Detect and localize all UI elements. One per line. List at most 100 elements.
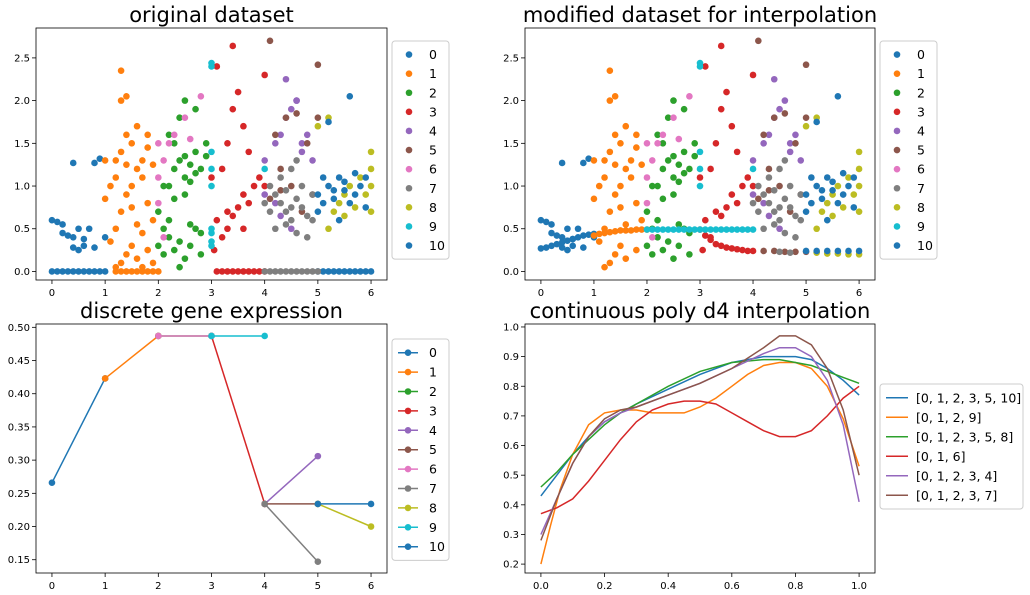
legend-marker	[405, 165, 413, 173]
data-point	[702, 216, 709, 224]
data-point	[245, 199, 253, 207]
data-point	[367, 523, 375, 530]
data-point	[303, 212, 311, 220]
data-point	[330, 195, 338, 203]
data-point	[675, 161, 683, 168]
data-point	[186, 221, 194, 228]
legend-marker	[405, 146, 413, 154]
data-point	[686, 251, 693, 258]
data-point	[261, 199, 268, 207]
data-point	[181, 152, 189, 160]
data-point	[601, 174, 608, 181]
legend-marker	[893, 127, 901, 135]
legend-label: [0, 1, 2, 3, 5, 10]	[916, 390, 1021, 405]
data-point	[149, 216, 157, 224]
legend-label: [0, 1, 2, 3, 5, 8]	[916, 429, 1013, 444]
data-point	[648, 233, 656, 241]
legend-marker	[405, 223, 413, 230]
y-tick-label: 0.2	[503, 560, 519, 571]
data-point	[160, 225, 167, 233]
data-point	[659, 246, 667, 254]
data-point	[702, 232, 709, 239]
x-tick-label: 3	[208, 288, 214, 299]
data-point	[723, 88, 730, 96]
data-point	[282, 268, 290, 275]
y-tick-label: 1.5	[14, 139, 30, 150]
data-point	[293, 157, 300, 164]
data-point	[696, 182, 704, 190]
data-point	[91, 244, 98, 251]
data-point	[298, 268, 306, 275]
series-2	[155, 97, 210, 271]
data-point	[611, 93, 619, 100]
data-point	[309, 268, 316, 275]
data-point	[702, 226, 709, 233]
data-point	[351, 268, 359, 275]
data-point	[117, 67, 125, 75]
data-point	[325, 225, 332, 233]
data-point	[367, 182, 375, 190]
data-point	[585, 231, 592, 239]
data-point	[786, 204, 794, 211]
data-point	[117, 208, 125, 215]
x-tick-label: 0.6	[724, 581, 740, 592]
data-point	[590, 232, 598, 239]
data-point	[580, 244, 587, 251]
data-point	[202, 152, 210, 160]
data-point	[622, 255, 630, 262]
y-tick-label: 2.0	[503, 96, 519, 107]
x-tick-label: 5	[803, 288, 809, 299]
data-point	[813, 247, 820, 255]
legend-label: 8	[429, 500, 437, 515]
data-point	[686, 165, 693, 173]
data-point	[749, 71, 757, 79]
data-point	[749, 199, 757, 207]
data-point	[659, 131, 667, 139]
data-point	[654, 233, 661, 241]
data-point	[133, 221, 141, 228]
legend-label: [0, 1, 2, 3, 4]	[916, 468, 997, 483]
data-point	[733, 245, 741, 253]
data-point	[643, 174, 651, 181]
data-point	[659, 226, 667, 233]
data-point	[786, 182, 794, 190]
data-point	[829, 187, 836, 194]
data-point	[611, 228, 619, 235]
data-point	[823, 174, 831, 181]
data-point	[654, 182, 661, 190]
data-point	[170, 246, 178, 254]
data-point	[64, 232, 72, 239]
data-point	[213, 63, 221, 70]
data-point	[627, 174, 635, 181]
data-point	[850, 174, 858, 181]
data-point	[733, 148, 741, 156]
data-point	[170, 195, 178, 203]
data-point	[224, 140, 231, 147]
data-point	[144, 199, 151, 207]
data-point	[197, 251, 205, 258]
data-point	[786, 140, 794, 147]
data-point	[664, 157, 672, 164]
data-point	[770, 208, 778, 215]
data-point	[123, 251, 130, 258]
plot-area	[537, 37, 863, 271]
data-point	[59, 229, 66, 237]
data-point	[287, 105, 295, 113]
series-3	[208, 42, 268, 275]
data-point	[272, 268, 279, 275]
data-point	[303, 140, 311, 147]
series-5	[266, 37, 322, 215]
data-point	[293, 268, 300, 275]
data-point	[739, 182, 746, 190]
data-point	[330, 187, 338, 194]
data-point	[229, 42, 237, 50]
data-point	[712, 226, 720, 233]
data-point	[277, 131, 284, 139]
series-10	[802, 93, 863, 255]
data-point	[107, 182, 114, 190]
data-point	[272, 199, 279, 207]
data-point	[69, 159, 77, 167]
data-point	[548, 229, 555, 237]
data-point	[542, 244, 550, 251]
data-point	[664, 114, 672, 121]
